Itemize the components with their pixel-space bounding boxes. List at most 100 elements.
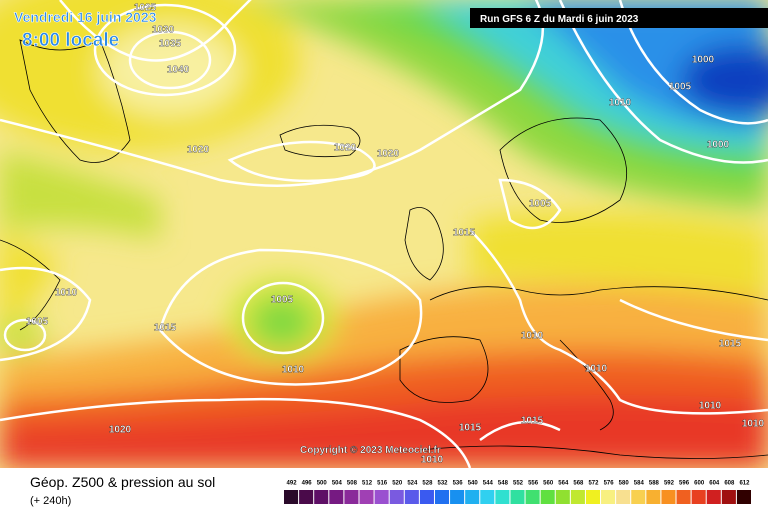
isobar-label: 1005 [529,199,552,210]
isobar-label: 1010 [609,98,632,109]
scale-label: 532 [438,481,449,487]
scale-label: 600 [694,481,705,487]
isobar-label: 1015 [459,423,482,434]
scale-label: 568 [573,481,584,487]
legend-title: Géop. Z500 & pression au sol [30,474,215,490]
isobar-label: 1015 [154,323,177,334]
scale-label: 540 [468,481,479,487]
isobar-label: 1005 [669,82,692,93]
isobar-label: 1000 [692,55,715,66]
scale-swatch [314,490,329,504]
scale-swatch [736,490,751,504]
isobars [0,0,768,468]
scale-swatch [419,490,434,504]
scale-label: 516 [377,481,388,487]
scale-swatch [495,490,510,504]
scale-label: 524 [407,481,418,487]
scale-label: 520 [392,481,403,487]
isobar-label: 1010 [282,365,305,376]
scale-swatch [374,490,389,504]
isobar-label: 1015 [453,228,476,239]
run-info: Run GFS 6 Z du Mardi 6 juin 2023 [480,14,639,25]
scale-label: 564 [558,481,569,487]
isobar-label: 1010 [585,364,608,375]
scale-label: 604 [709,481,720,487]
scale-swatch [646,490,661,504]
scale-swatch [570,490,585,504]
scale-swatch [465,490,480,504]
isobar-label: 1015 [719,339,742,350]
scale-swatch [284,490,299,504]
scale-swatch [344,490,359,504]
scale-label: 492 [287,481,298,487]
scale-swatch [585,490,601,504]
scale-swatch [721,490,736,504]
scale-label: 572 [588,481,599,487]
scale-swatch [525,490,540,504]
scale-label: 596 [679,481,690,487]
scale-swatch [450,490,465,504]
scale-label: 608 [724,481,735,487]
isobar-label: 1010 [421,455,444,466]
isobar-label: 1010 [699,401,722,412]
scale-swatch [329,490,344,504]
scale-label: 504 [332,481,343,487]
scale-swatch [540,490,555,504]
scale-swatch [555,490,570,504]
scale-swatch [676,490,691,504]
isobar-label: 1010 [742,419,765,430]
isobar-label: 1020 [109,425,132,436]
isobar-label: 1040 [167,65,190,76]
isobar-label: 1020 [377,149,400,160]
map-field [0,0,768,468]
isobar-label: 1010 [521,331,544,342]
scale-swatch [616,490,631,504]
scale-label: 552 [513,481,524,487]
isobar-label: 1030 [152,25,175,36]
scale-swatch [404,490,419,504]
scale-swatch [359,490,374,504]
scale-swatch [706,490,721,504]
scale-label: 560 [543,481,554,487]
scale-label: 500 [317,481,328,487]
isobar-label: 1020 [334,143,357,154]
scale-label: 536 [453,481,464,487]
forecast-time: 8:00 locale [22,30,119,51]
isobar-label: 1000 [707,140,730,151]
scale-swatch [601,490,616,504]
scale-swatch [661,490,676,504]
scale-swatch [434,490,450,504]
isobar-label: 1010 [55,288,78,299]
scale-swatch [691,490,706,504]
scale-label: 612 [739,481,750,487]
scale-swatch [299,490,314,504]
scale-label: 544 [483,481,494,487]
scale-label: 580 [619,481,630,487]
scale-label: 556 [528,481,539,487]
scale-label: 508 [347,481,358,487]
copyright: Copyright © 2023 Meteociel.fr [300,445,441,456]
scale-label: 584 [634,481,645,487]
scale-label: 496 [302,481,313,487]
scale-label: 548 [498,481,509,487]
isobar-label: 1005 [26,317,49,328]
scale-swatch [631,490,646,504]
isobar-label: 1020 [187,145,210,156]
run-box [470,8,768,28]
isobar-label: 1035 [159,39,182,50]
scale-label: 592 [664,481,675,487]
isobar-label: 1025 [134,3,157,14]
scale-swatch [480,490,495,504]
scale-swatch [510,490,525,504]
forecast-date: Vendredi 16 juin 2023 [14,9,157,25]
scale-label: 588 [649,481,660,487]
isobar-label: 1005 [271,295,294,306]
scale-label: 528 [422,481,433,487]
legend-subtitle: (+ 240h) [30,495,71,507]
scale-swatch [389,490,404,504]
scale-label: 512 [362,481,373,487]
isobar-label: 1015 [521,416,544,427]
scale-label: 576 [604,481,615,487]
